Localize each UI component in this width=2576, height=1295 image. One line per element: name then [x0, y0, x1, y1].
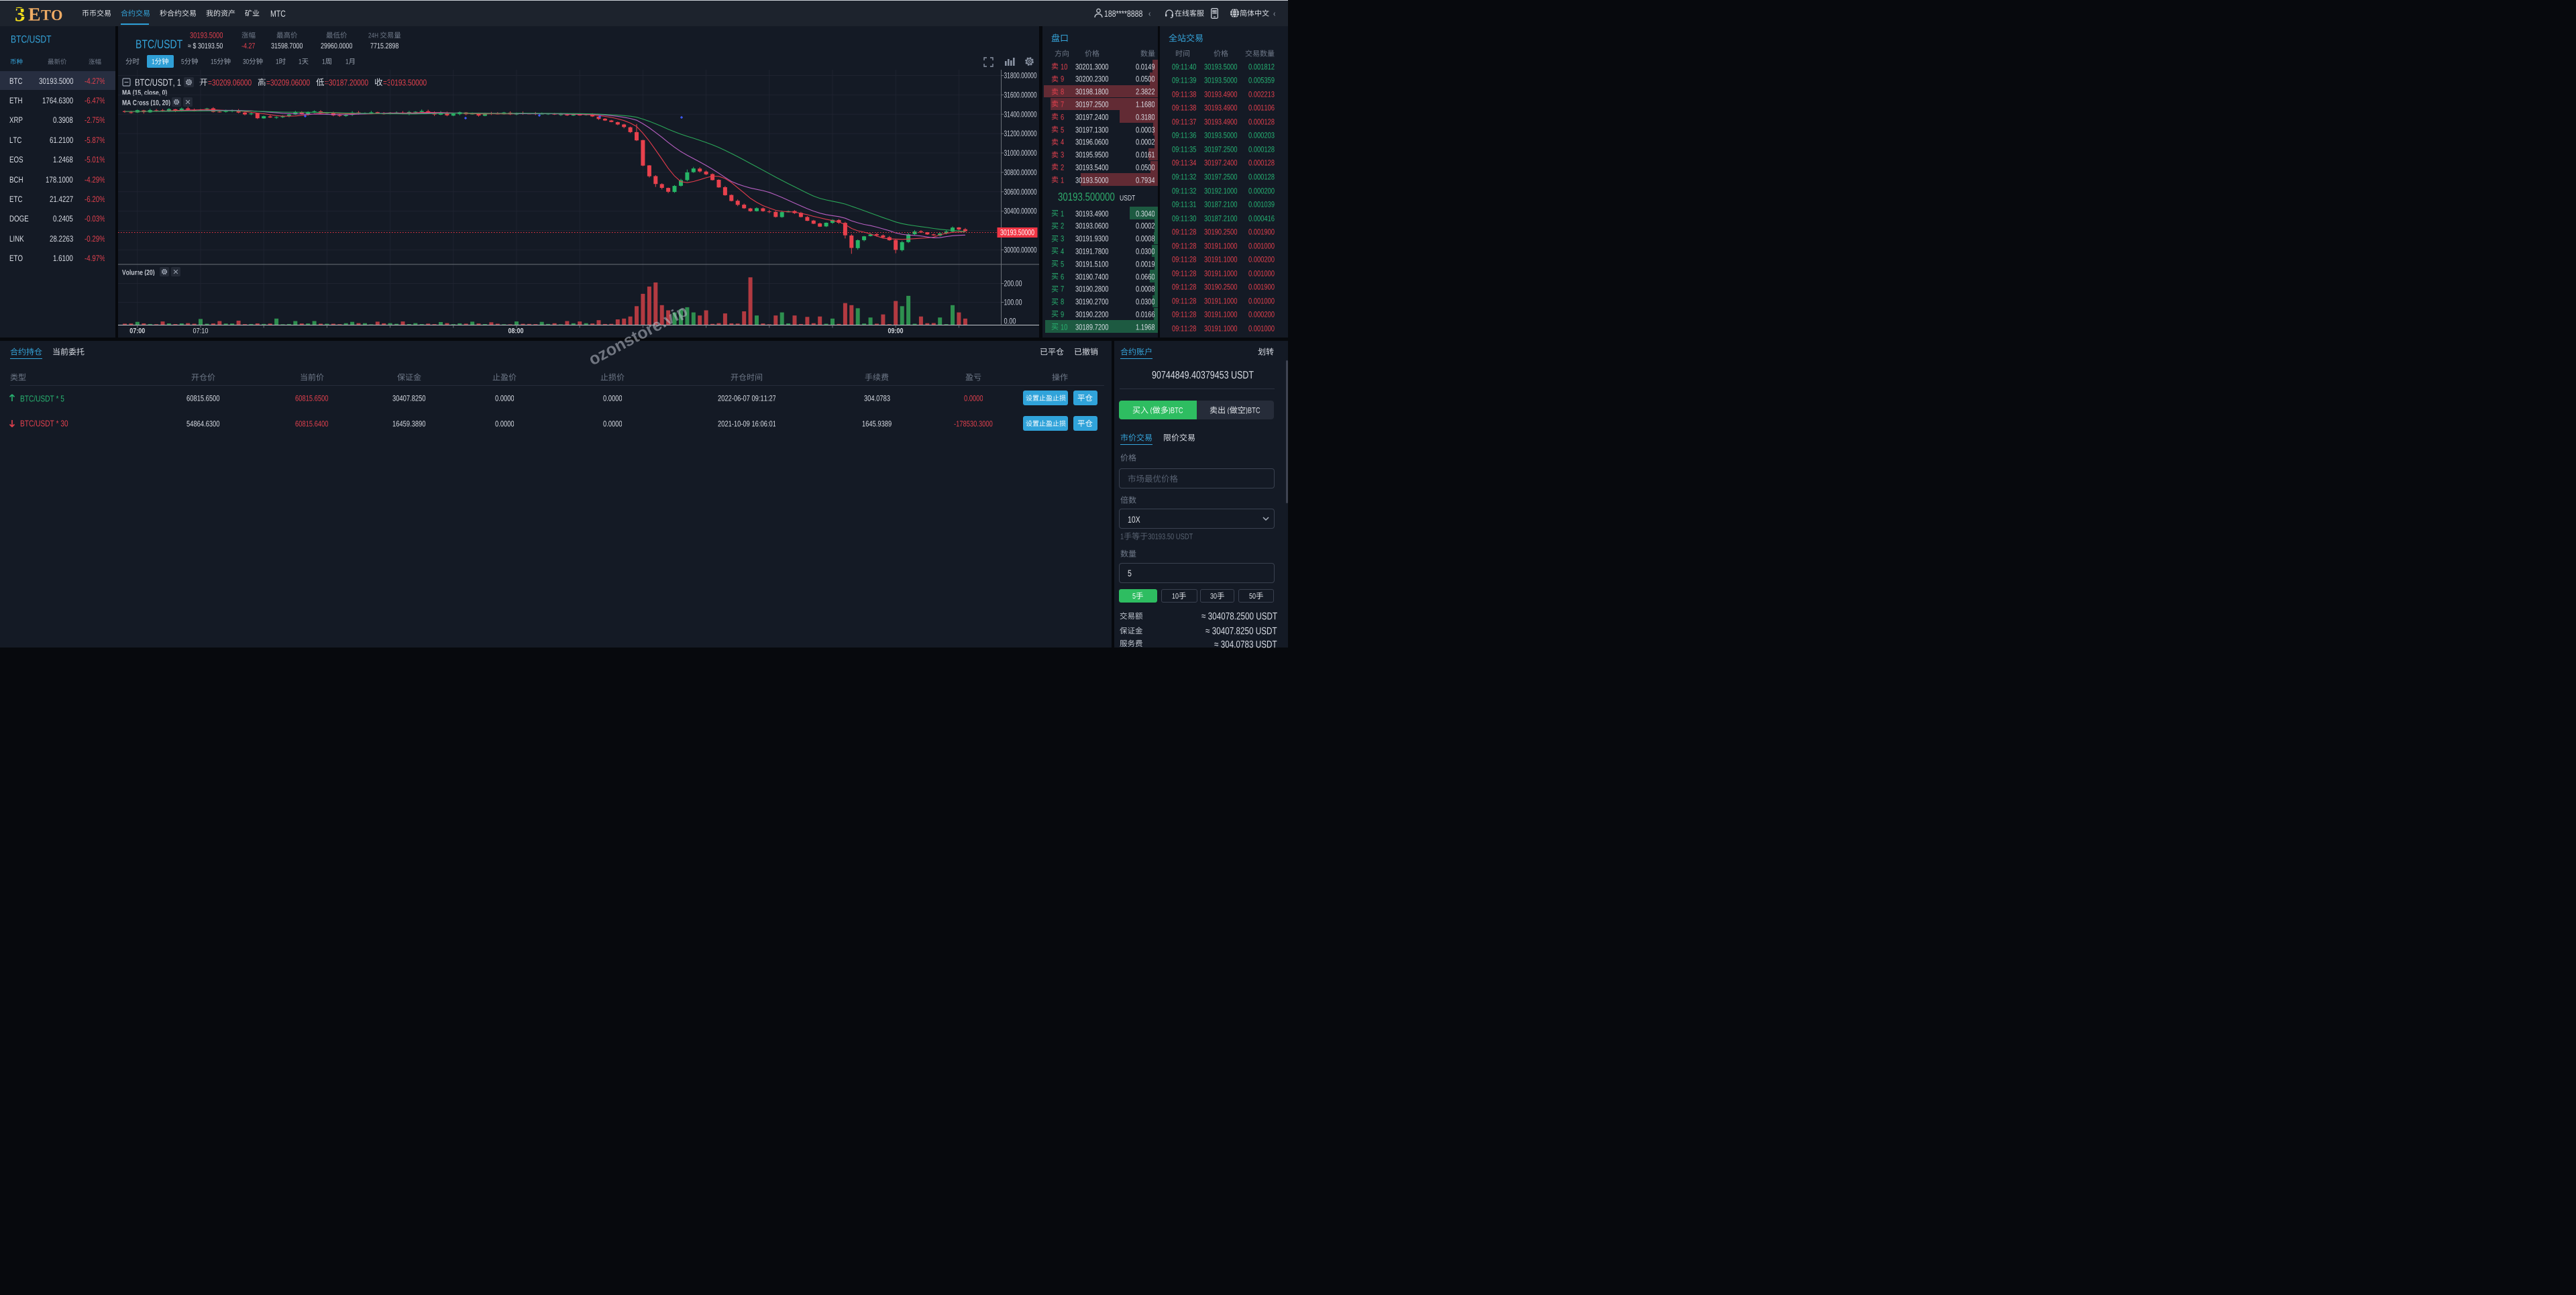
svg-text:0.00: 0.00 [1004, 318, 1016, 326]
svg-text:31400.00000: 31400.00000 [1004, 111, 1037, 119]
svg-text:09:00: 09:00 [888, 327, 904, 335]
svg-text:30193.50000: 30193.50000 [1000, 229, 1034, 238]
svg-text:08:00: 08:00 [508, 327, 524, 335]
svg-text:30800.00000: 30800.00000 [1004, 169, 1037, 177]
svg-text:31000.00000: 31000.00000 [1004, 150, 1037, 158]
svg-text:100.00: 100.00 [1004, 299, 1022, 307]
svg-text:30000.00000: 30000.00000 [1004, 246, 1037, 254]
svg-text:07:10: 07:10 [193, 327, 209, 335]
svg-text:07:00: 07:00 [129, 327, 145, 335]
svg-text:30400.00000: 30400.00000 [1004, 208, 1037, 216]
svg-text:31200.00000: 31200.00000 [1004, 130, 1037, 138]
svg-text:30600.00000: 30600.00000 [1004, 189, 1037, 197]
svg-text:APP: APP [1212, 11, 1218, 13]
svg-text:200.00: 200.00 [1004, 280, 1022, 289]
svg-text:31800.00000: 31800.00000 [1004, 72, 1037, 81]
svg-text:31600.00000: 31600.00000 [1004, 91, 1037, 99]
